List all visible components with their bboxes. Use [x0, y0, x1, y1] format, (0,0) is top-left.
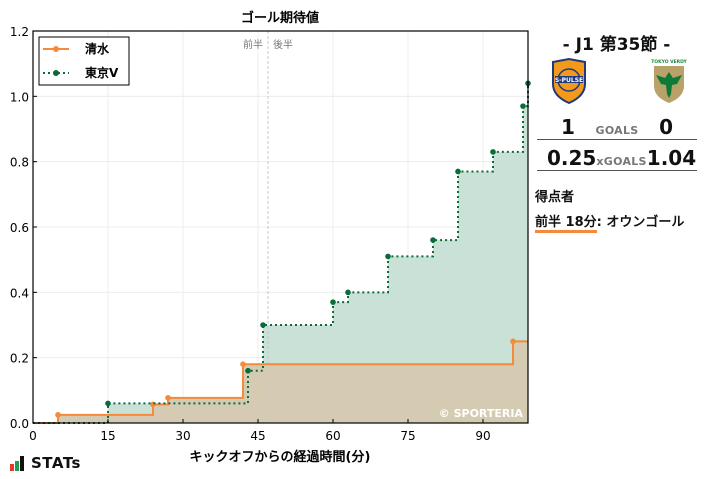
- data-point: [55, 412, 61, 418]
- x-tick-label: 75: [400, 429, 415, 443]
- data-point: [520, 103, 526, 109]
- data-point: [490, 149, 496, 155]
- y-tick-label: 0.0: [10, 417, 29, 431]
- data-point: [385, 253, 391, 260]
- xgoals-label: xGOALS: [596, 155, 647, 168]
- scorer-text: : オウンゴール: [596, 215, 685, 230]
- stats-bar-black: [20, 456, 24, 471]
- data-point: [165, 395, 171, 401]
- area-overlap: [33, 341, 528, 423]
- y-tick-label: 1.0: [10, 90, 29, 104]
- x-tick-label: 60: [325, 429, 340, 443]
- stats-bar-red: [10, 464, 14, 471]
- data-point: [260, 322, 266, 328]
- s-pulse-crest-icon: S-PULSE: [552, 58, 586, 104]
- goals-row: 1 GOALS 0: [537, 115, 697, 140]
- home-goals: 1: [561, 115, 575, 139]
- series-lines: [33, 80, 531, 424]
- legend-label: 清水: [85, 41, 110, 56]
- data-point: [245, 367, 251, 374]
- data-point: [105, 400, 111, 407]
- scorer-time: 前半 18分: [535, 215, 597, 233]
- svg-text:TOKYO VERDY: TOKYO VERDY: [651, 59, 687, 65]
- scorers-title: 得点者: [535, 190, 575, 205]
- series-line-away: [33, 83, 529, 424]
- data-point: [455, 168, 461, 175]
- data-point: [240, 361, 246, 368]
- y-tick-label: 1.2: [10, 25, 29, 39]
- xgoals-row: 0.25 xGOALS 1.04: [537, 146, 697, 171]
- scorer-item: 前半 18分: オウンゴール: [535, 211, 685, 233]
- y-tick-label: 0.4: [10, 286, 29, 300]
- second-half-label: 後半: [273, 38, 293, 51]
- first-half-label: 前半: [243, 38, 263, 51]
- tokyo-verdy-crest-icon: TOKYO VERDY: [651, 59, 687, 103]
- legend-box: [38, 36, 130, 86]
- goals-label: GOALS: [595, 124, 639, 137]
- x-tick-label: 15: [100, 429, 115, 443]
- y-tick-label: 0.8: [10, 156, 29, 170]
- data-point: [345, 289, 351, 296]
- stats-logo-text: STATs: [31, 454, 81, 472]
- data-point: [510, 338, 516, 345]
- stats-logo: STATs: [10, 456, 81, 471]
- legend-marker: [53, 70, 59, 76]
- xg-chart: ゴール期待値 前半 後半 © SPORTERIA 0 15 30 45 60 75 90 0.0…: [10, 10, 531, 465]
- x-axis-label: キックオフからの経過時間(分): [190, 449, 371, 465]
- data-point: [330, 299, 336, 305]
- legend-label: 東京V: [85, 65, 119, 80]
- legend-marker: [53, 46, 59, 52]
- x-tick-label: 45: [250, 429, 265, 443]
- matchday-title: - J1 第35節 -: [562, 35, 671, 55]
- stats-bar-green: [15, 461, 19, 471]
- chart-title: ゴール期待値: [241, 10, 319, 26]
- x-tick-label: 0: [29, 429, 37, 443]
- away-xg: 1.04: [646, 146, 697, 170]
- watermark: © SPORTERIA: [439, 407, 524, 420]
- x-tick-label: 90: [475, 429, 490, 443]
- svg-text:S-PULSE: S-PULSE: [555, 77, 583, 84]
- data-point: [430, 237, 436, 243]
- area-away: [33, 83, 528, 424]
- halftime-marker: 前半 後半: [243, 31, 293, 423]
- axis-ticks: 0 15 30 45 60 75 90 0.0 0.2 0.4 0.6 0.8 1.0 1.2: [10, 25, 491, 443]
- away-goals: 0: [659, 115, 673, 139]
- area-fills: [33, 83, 528, 424]
- y-tick-label: 0.6: [10, 221, 29, 235]
- home-xg: 0.25: [547, 146, 597, 170]
- x-tick-label: 30: [175, 429, 190, 443]
- y-tick-label: 0.2: [10, 352, 29, 366]
